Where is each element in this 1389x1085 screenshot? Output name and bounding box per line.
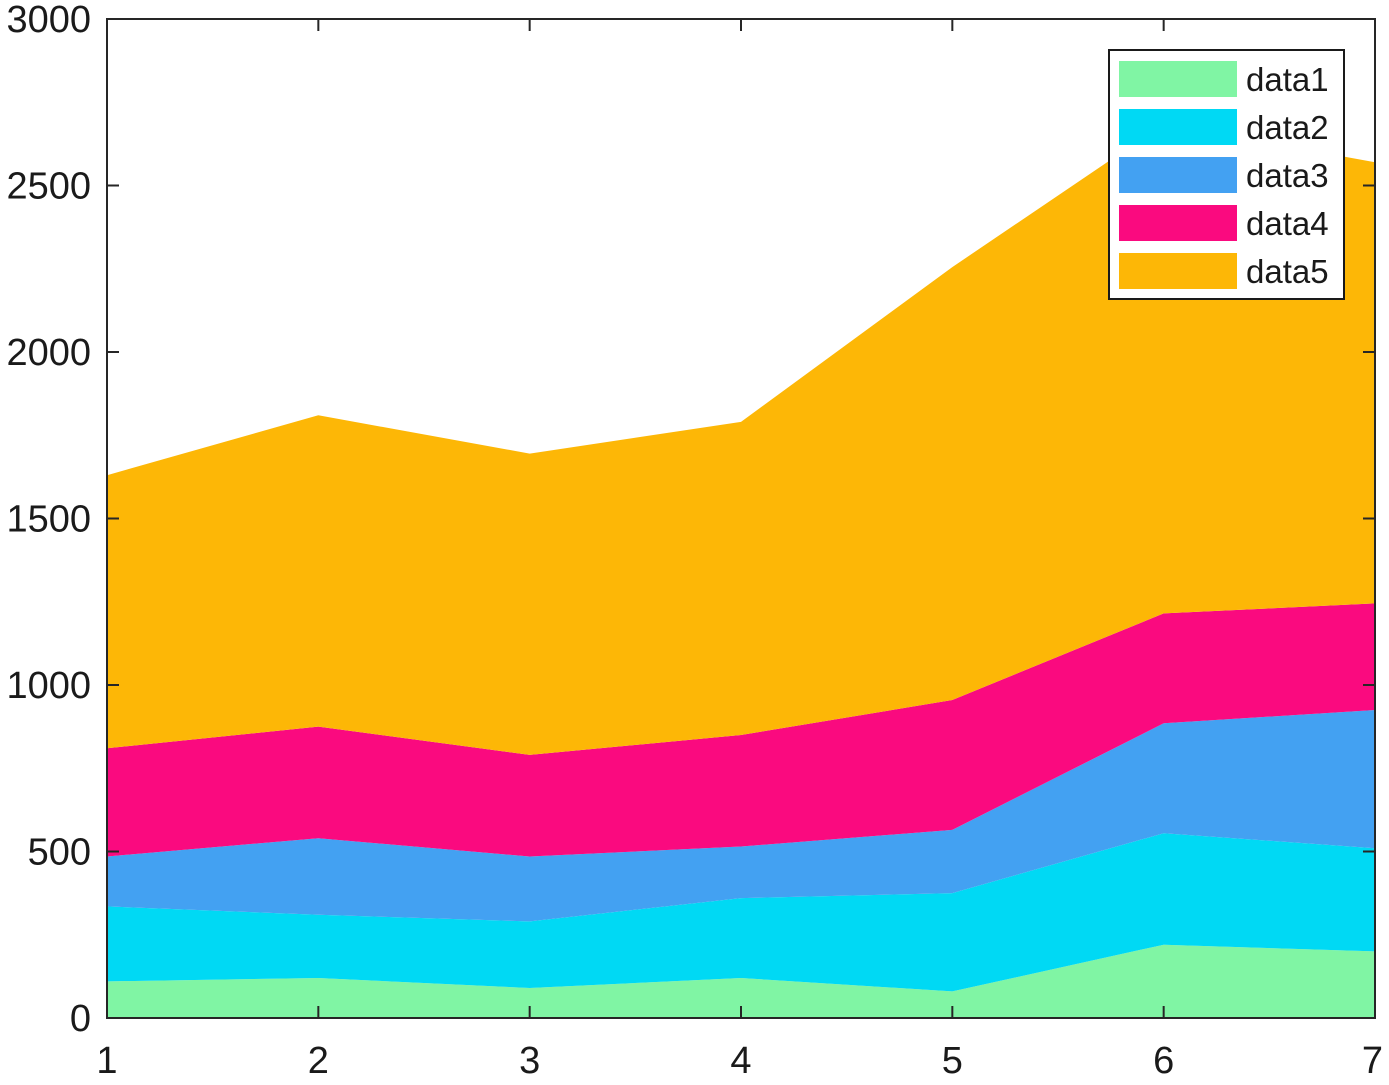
legend-label-data2: data2 xyxy=(1246,109,1329,146)
legend-swatch-data1 xyxy=(1119,61,1237,97)
area-data3 xyxy=(107,710,1375,922)
y-tick-label: 1000 xyxy=(6,665,91,707)
axis-ticks xyxy=(106,18,1376,1019)
legend-label-data3: data3 xyxy=(1246,157,1329,194)
legend-swatch-data3 xyxy=(1119,157,1237,193)
area-data1 xyxy=(107,944,1375,1018)
legend-swatch-data5 xyxy=(1119,253,1237,289)
area-data5 xyxy=(107,123,1375,755)
legend-swatch-data4 xyxy=(1119,205,1237,241)
x-tick-label: 7 xyxy=(1362,1040,1383,1080)
x-tick-label: 3 xyxy=(519,1040,540,1080)
x-tick-label: 2 xyxy=(308,1040,329,1080)
y-tick-label: 500 xyxy=(28,832,91,874)
legend-label-data5: data5 xyxy=(1246,253,1329,290)
area-data2 xyxy=(107,833,1375,992)
y-tick-label: 2000 xyxy=(6,332,91,374)
y-tick-label: 2500 xyxy=(6,166,91,208)
x-tick-label: 1 xyxy=(96,1040,117,1080)
legend-label-data4: data4 xyxy=(1246,205,1329,242)
y-tick-label: 0 xyxy=(70,998,91,1040)
area-data4 xyxy=(107,603,1375,857)
legend: data1 data2 data3 data4 data5 xyxy=(1108,49,1345,300)
x-tick-label: 6 xyxy=(1153,1040,1174,1080)
legend-label-data1: data1 xyxy=(1246,61,1329,98)
y-tick-label: 3000 xyxy=(6,0,91,41)
x-tick-label: 5 xyxy=(942,1040,963,1080)
area-layers xyxy=(107,123,1375,1018)
y-tick-label: 1500 xyxy=(6,499,91,541)
legend-swatch-data2 xyxy=(1119,109,1237,145)
x-tick-label: 4 xyxy=(730,1040,751,1080)
x-axis-tick-labels: 1 2 3 4 5 6 7 xyxy=(96,1040,1383,1082)
y-axis-tick-labels: 0 500 1000 1500 2000 2500 3000 xyxy=(6,0,91,1040)
